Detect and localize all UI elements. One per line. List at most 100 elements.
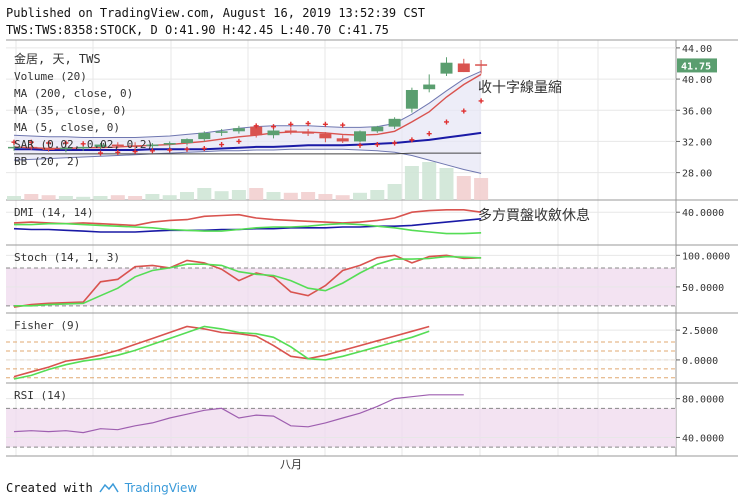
candle-body <box>25 146 38 149</box>
candle-body <box>423 84 436 90</box>
sar-marker <box>322 121 328 127</box>
sar-marker <box>167 147 173 153</box>
candle-body <box>475 64 488 66</box>
sar-marker <box>374 142 380 148</box>
sar-marker <box>201 145 207 151</box>
price-legend-item: MA (35, close, 0) <box>14 104 127 117</box>
volume-bar <box>76 196 91 200</box>
volume-bar <box>301 192 316 200</box>
footer-created-text: Created with <box>6 481 93 495</box>
volume-bar <box>128 196 143 200</box>
ma200-line <box>14 152 482 155</box>
last-price-tag <box>677 58 717 73</box>
candle-body <box>198 132 211 140</box>
axis-tick-label: 80.0000 <box>682 395 724 406</box>
axis-tick-label: 2.5000 <box>682 326 718 337</box>
axis-tick-label: 32.00 <box>682 137 712 148</box>
axis-tick-label: 44.00 <box>682 44 712 55</box>
sar-marker <box>219 142 225 148</box>
sar-marker <box>409 137 415 143</box>
volume-bar <box>231 190 246 200</box>
price-legend-item: Volume (20) <box>14 70 87 83</box>
sar-marker <box>11 139 17 145</box>
volume-bar <box>266 192 281 200</box>
candle-body <box>215 131 228 133</box>
volume-bar <box>41 195 56 200</box>
volume-bar <box>93 196 108 200</box>
indicator-title: Stoch (14, 1, 3) <box>14 251 120 264</box>
sar-marker <box>132 149 138 155</box>
price-annotation: 收十字線量縮 <box>478 80 562 96</box>
footer: Created with TradingView <box>6 481 197 495</box>
sar-marker <box>80 141 86 147</box>
sar-marker <box>340 122 346 128</box>
volume-bar <box>474 178 489 200</box>
price-legend-item: SAR (0.02, 0.02, 0.2) <box>14 138 153 151</box>
sar-marker <box>461 108 467 114</box>
indicator-series-line <box>13 325 430 380</box>
indicator-band-fill <box>6 408 676 448</box>
ma5-line <box>13 73 482 150</box>
indicator-title: Fisher (9) <box>14 319 80 332</box>
volume-bar <box>58 196 73 200</box>
indicator-title: DMI (14, 14) <box>14 206 93 219</box>
volume-bar <box>353 192 367 200</box>
candle-body <box>8 146 20 149</box>
volume-bar <box>7 196 21 200</box>
chart-header-line2: TWS:TWS:8358:STOCK, D O:41.90 H:42.45 L:… <box>6 23 389 37</box>
axis-tick-label: 0.0000 <box>682 356 718 367</box>
chart-header-line1: Published on TradingView.com, August 16,… <box>6 6 426 20</box>
x-axis-label: 八月 <box>280 458 302 471</box>
candle-body <box>129 145 142 147</box>
candle-body <box>163 142 176 145</box>
volume-bar <box>145 194 160 200</box>
tradingview-logo-icon <box>99 482 119 493</box>
indicator-series-line <box>13 209 482 227</box>
candle-body <box>440 62 453 74</box>
candle-body <box>232 128 245 132</box>
sar-marker <box>149 148 155 154</box>
sar-marker <box>28 139 34 145</box>
price-legend-item: BB (20, 2) <box>14 155 80 168</box>
candle-body <box>388 118 401 127</box>
sar-marker <box>305 121 311 127</box>
indicator-series-line <box>13 325 430 378</box>
sar-marker <box>98 150 103 156</box>
sar-marker <box>253 123 259 129</box>
volume-bar <box>387 184 402 200</box>
candle-body <box>457 63 470 73</box>
indicator-series-line <box>14 222 482 235</box>
volume-bar <box>214 191 229 200</box>
sar-marker <box>271 124 276 130</box>
footer-brand: TradingView <box>124 481 198 495</box>
candle-body <box>77 146 90 149</box>
axis-tick-label: 40.0000 <box>682 208 724 219</box>
sar-marker <box>392 140 398 146</box>
volume-bar <box>110 195 125 200</box>
volume-bar <box>404 166 419 200</box>
indicator-series-line <box>13 394 464 434</box>
candle-body <box>371 126 384 132</box>
sar-marker <box>63 140 69 146</box>
candle-body <box>267 130 280 136</box>
bollinger-band-fill <box>14 71 482 174</box>
volume-bar <box>456 176 471 200</box>
volume-bar <box>335 195 350 200</box>
ma35-line <box>14 131 482 151</box>
volume-bar <box>162 195 177 200</box>
candle-body <box>94 144 107 147</box>
price-legend-item: MA (200, close, 0) <box>14 87 133 100</box>
candle-body <box>354 131 366 142</box>
candle-body <box>181 139 193 143</box>
sar-marker <box>184 146 190 152</box>
candle-body <box>250 126 263 136</box>
candle-body <box>42 148 55 150</box>
bollinger-upper-line <box>13 70 482 138</box>
candle-body <box>284 130 297 133</box>
volume-bar <box>422 162 437 200</box>
volume-bar <box>197 188 212 200</box>
candle-body <box>336 138 349 142</box>
sar-marker <box>288 121 294 127</box>
axis-tick-label: 28.00 <box>682 169 712 180</box>
